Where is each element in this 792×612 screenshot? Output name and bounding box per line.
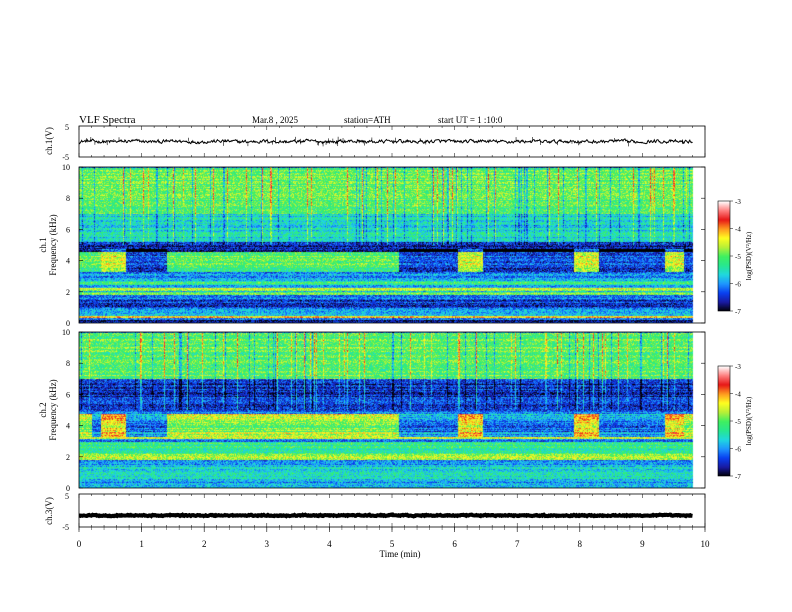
ch1-spectrogram-image (79, 167, 705, 323)
time-tick-label: 7 (515, 539, 520, 549)
ch2-yticks: 0 2 4 6 8 10 (62, 328, 705, 493)
ch1-trace-group (78, 126, 706, 157)
time-tick-label: 2 (202, 539, 207, 549)
ch1-yticks: 0 2 4 6 8 10 (62, 163, 705, 328)
ch3-ytick-top: 5 (65, 492, 69, 501)
ch1-waveform-panel: 5 -5 ch.1(V) (44, 123, 706, 162)
time-tick-label: 8 (578, 539, 583, 549)
ch2-colorbar-ticks: -3 -4 -5 -6 -7 (730, 363, 741, 481)
date-label: Mar.8 , 2025 (252, 115, 298, 125)
ch3-line (78, 512, 693, 519)
ch2-ytick-label: 8 (66, 359, 70, 368)
time-tick-label: 1 (139, 539, 144, 549)
ch1-ytick-label: 0 (66, 319, 70, 328)
ch1-colorbar-tick-label: -4 (735, 226, 741, 234)
time-tick-label: 10 (701, 539, 711, 549)
ch3-ytick-bottom: -5 (62, 523, 69, 532)
time-tick-label: 9 (640, 539, 645, 549)
ch2-frequency-label: Frequency (kHz) (48, 379, 58, 440)
ch1-ytick-bottom: -5 (62, 153, 69, 162)
ch2-colorbar-tick-label: -4 (735, 391, 741, 399)
ch1-colorbar-tick-label: -6 (735, 281, 741, 289)
ch1-ytick-label: 6 (66, 225, 70, 234)
ch2-colorbar-gradient (718, 366, 730, 476)
time-tick-label: 0 (77, 539, 82, 549)
ch2-colorbar: -3 -4 -5 -6 -7 log(PSD)(V²/Hz) (717, 363, 753, 481)
ch1-colorbar: -3 -4 -5 -6 -7 log(PSD)(V²/Hz) (717, 198, 753, 316)
ch1-colorbar-tick-label: -3 (735, 198, 741, 206)
ch3-trace-group (78, 494, 706, 527)
ch1-ytick-top: 5 (65, 123, 69, 132)
ch1-spectrogram-panel: 0 2 4 6 8 10 ch.1 Frequency (kHz) (38, 163, 706, 328)
ch1-ytick-label: 4 (66, 257, 70, 266)
ch2-colorbar-tick-label: -5 (735, 418, 741, 426)
time-tick-label: 4 (327, 539, 332, 549)
ch1-colorbar-ticks: -3 -4 -5 -6 -7 (730, 198, 741, 316)
ch2-spectrogram-frame (78, 331, 706, 489)
start-time-label: start UT = 1 :10:0 (438, 115, 503, 125)
ch2-ytick-label: 6 (66, 390, 70, 399)
ch2-colorbar-tick-label: -6 (735, 446, 741, 454)
time-tick-label: 5 (390, 539, 395, 549)
ch2-colorbar-tick-label: -7 (735, 473, 741, 481)
ch2-ytick-label: 4 (66, 422, 70, 431)
ch2-ytick-label: 10 (62, 328, 70, 337)
ch3-waveform-panel: 5 -5 ch.3(V) (44, 492, 706, 532)
ch3-ylabel: ch.3(V) (44, 497, 54, 525)
time-tick-label: 3 (265, 539, 270, 549)
ch2-spectrogram-image (79, 332, 705, 488)
ch2-channel-label: ch.2 (38, 402, 48, 417)
ch2-colorbar-label: log(PSD)(V²/Hz) (745, 396, 753, 445)
ch2-ytick-label: 0 (66, 484, 70, 493)
ch1-colorbar-tick-label: -7 (735, 308, 741, 316)
ch1-colorbar-gradient (718, 201, 730, 311)
ch1-ytick-label: 2 (66, 288, 70, 297)
ch2-colorbar-tick-label: -3 (735, 363, 741, 371)
ch1-ylabel: ch.1(V) (44, 127, 54, 155)
ch1-colorbar-tick-label: -5 (735, 253, 741, 261)
time-tick-label: 6 (452, 539, 457, 549)
time-axis: 0 1 2 3 4 5 6 7 8 9 10 (77, 527, 710, 549)
station-label: station=ATH (344, 115, 391, 125)
ch1-channel-label: ch.1 (38, 237, 48, 252)
ch2-spectrogram-panel: 0 2 4 6 8 10 ch.2 Frequency (kHz) (38, 328, 706, 493)
ch1-line (78, 138, 693, 145)
ch1-colorbar-label: log(PSD)(V²/Hz) (745, 231, 753, 280)
figure-title: VLF Spectra (79, 114, 136, 126)
ch1-spectrogram-frame (78, 166, 706, 324)
ch2-ytick-label: 2 (66, 453, 70, 462)
ch3-waveform-frame (78, 493, 706, 528)
ch1-ytick-label: 10 (62, 163, 70, 172)
time-axis-label: Time (min) (380, 549, 421, 559)
ch1-ytick-label: 8 (66, 194, 70, 203)
ch1-frequency-label: Frequency (kHz) (48, 214, 58, 275)
